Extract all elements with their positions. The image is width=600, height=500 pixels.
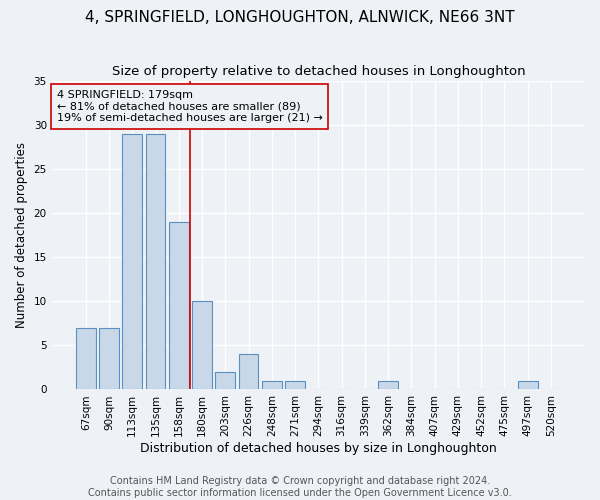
- X-axis label: Distribution of detached houses by size in Longhoughton: Distribution of detached houses by size …: [140, 442, 497, 455]
- Bar: [99, 328, 119, 390]
- Text: Contains HM Land Registry data © Crown copyright and database right 2024.
Contai: Contains HM Land Registry data © Crown c…: [88, 476, 512, 498]
- Bar: [169, 222, 188, 390]
- Y-axis label: Number of detached properties: Number of detached properties: [15, 142, 28, 328]
- Text: 4, SPRINGFIELD, LONGHOUGHTON, ALNWICK, NE66 3NT: 4, SPRINGFIELD, LONGHOUGHTON, ALNWICK, N…: [85, 10, 515, 25]
- Bar: [285, 380, 305, 390]
- Bar: [518, 380, 538, 390]
- Bar: [262, 380, 282, 390]
- Bar: [378, 380, 398, 390]
- Bar: [192, 301, 212, 390]
- Bar: [122, 134, 142, 390]
- Text: 4 SPRINGFIELD: 179sqm
← 81% of detached houses are smaller (89)
19% of semi-deta: 4 SPRINGFIELD: 179sqm ← 81% of detached …: [57, 90, 323, 123]
- Bar: [215, 372, 235, 390]
- Bar: [239, 354, 259, 390]
- Title: Size of property relative to detached houses in Longhoughton: Size of property relative to detached ho…: [112, 65, 525, 78]
- Bar: [76, 328, 95, 390]
- Bar: [146, 134, 166, 390]
